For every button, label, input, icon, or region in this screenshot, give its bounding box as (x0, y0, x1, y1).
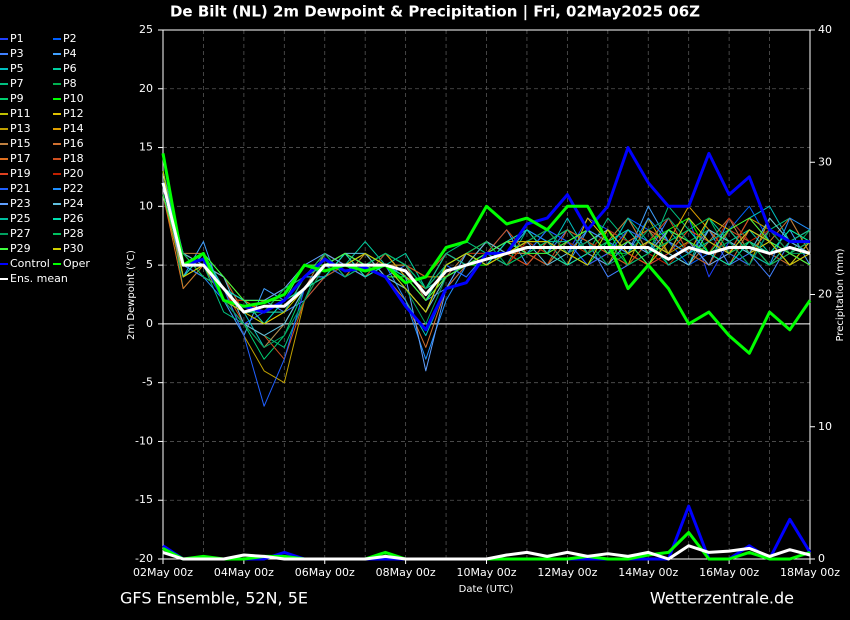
legend-label: P25 (10, 212, 31, 225)
y2-axis-label: Precipitation (mm) (835, 248, 846, 341)
legend-label: P19 (10, 167, 31, 180)
y2-tick-label: 40 (818, 23, 832, 36)
legend-label: P14 (63, 122, 84, 135)
legend-label: P8 (63, 77, 77, 90)
legend-label: P24 (63, 197, 84, 210)
legend-label: P16 (63, 137, 84, 150)
y2-tick-label: 30 (818, 155, 832, 168)
legend-label: P27 (10, 227, 31, 240)
legend-label: P1 (10, 32, 24, 45)
legend-label: P20 (63, 167, 84, 180)
legend-label: P6 (63, 62, 77, 75)
y2-tick-label: 20 (818, 288, 832, 301)
legend-label: P9 (10, 92, 24, 105)
x-axis-label: Date (UTC) (459, 584, 514, 595)
legend-label: P30 (63, 242, 84, 255)
y2-tick-label: 10 (818, 420, 832, 433)
legend-label: Ens. mean (10, 272, 68, 285)
y-tick-label: -15 (135, 493, 153, 506)
legend-label: P15 (10, 137, 31, 150)
legend-label: Oper (63, 257, 90, 270)
y-tick-label: 20 (139, 82, 153, 95)
legend-label: P17 (10, 152, 31, 165)
dewpoint-line (161, 146, 810, 332)
legend-label: P13 (10, 122, 31, 135)
y-tick-label: -20 (135, 552, 153, 565)
dewpoint-line (162, 171, 811, 325)
footer-right: Wetterzentrale.de (650, 589, 794, 608)
x-tick-label: 02May 00z (133, 566, 193, 579)
y-tick-label: -10 (135, 434, 153, 447)
precipitation-line (162, 544, 811, 561)
legend-label: P21 (10, 182, 31, 195)
legend-label: Control (10, 257, 50, 270)
dewpoint-line (161, 182, 811, 314)
legend-label: P10 (63, 92, 84, 105)
legend-label: P26 (63, 212, 84, 225)
legend-label: P28 (63, 227, 84, 240)
legend-label: P3 (10, 47, 24, 60)
footer-left: GFS Ensemble, 52N, 5E (120, 589, 308, 608)
legend-label: P29 (10, 242, 31, 255)
legend-label: P12 (63, 107, 84, 120)
y2-tick-label: 0 (818, 552, 825, 565)
x-tick-label: 14May 00z (618, 566, 678, 579)
y-tick-label: 10 (139, 199, 153, 212)
x-tick-label: 16May 00z (699, 566, 759, 579)
dewpoint-line (162, 182, 811, 313)
y-tick-label: 15 (139, 141, 153, 154)
y-tick-label: -5 (142, 376, 153, 389)
x-tick-label: 12May 00z (537, 566, 597, 579)
y-tick-label: 0 (146, 317, 153, 330)
legend-label: P7 (10, 77, 24, 90)
legend-label: P22 (63, 182, 84, 195)
y-axis-label: 2m Dewpoint (°C) (126, 250, 137, 340)
legend-label: P4 (63, 47, 77, 60)
x-tick-label: 10May 00z (456, 566, 516, 579)
y-tick-label: 5 (146, 258, 153, 271)
legend-label: P2 (63, 32, 77, 45)
y-tick-label: 25 (139, 23, 153, 36)
x-tick-label: 08May 00z (376, 566, 436, 579)
x-tick-label: 06May 00z (295, 566, 355, 579)
chart-title: De Bilt (NL) 2m Dewpoint & Precipitation… (170, 3, 700, 22)
legend-label: P23 (10, 197, 31, 210)
legend-label: P11 (10, 107, 31, 120)
dewpoint-line (161, 153, 812, 355)
x-tick-label: 04May 00z (214, 566, 274, 579)
x-tick-label: 18May 00z (780, 566, 840, 579)
legend-label: P18 (63, 152, 84, 165)
legend-label: P5 (10, 62, 24, 75)
